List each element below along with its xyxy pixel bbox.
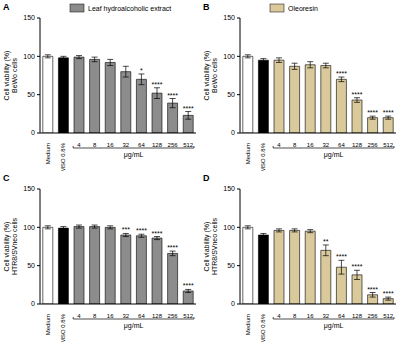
svg-text:****: **** xyxy=(152,81,163,88)
svg-text:4: 4 xyxy=(277,142,281,148)
svg-text:Oleoresin: Oleoresin xyxy=(288,5,318,12)
svg-text:64: 64 xyxy=(138,142,145,148)
svg-text:4: 4 xyxy=(277,313,281,319)
svg-text:8: 8 xyxy=(293,313,297,319)
svg-text:****: **** xyxy=(183,105,194,112)
svg-text:16: 16 xyxy=(307,313,314,319)
svg-text:50: 50 xyxy=(27,262,35,269)
svg-text:D: D xyxy=(203,173,210,183)
svg-text:150: 150 xyxy=(23,185,35,192)
svg-text:****: **** xyxy=(352,91,363,98)
svg-text:Cell viability (%): Cell viability (%) xyxy=(203,51,211,101)
svg-text:256: 256 xyxy=(168,313,179,319)
svg-text:256: 256 xyxy=(368,142,379,148)
svg-text:Leaf hydroalcoholic extract: Leaf hydroalcoholic extract xyxy=(88,5,171,13)
svg-text:μg/mL: μg/mL xyxy=(324,151,344,159)
svg-text:DMSO 0.8%: DMSO 0.8% xyxy=(260,313,266,342)
svg-text:50: 50 xyxy=(27,91,35,98)
svg-text:128: 128 xyxy=(352,313,363,319)
svg-text:DMSO 0.8%: DMSO 0.8% xyxy=(60,313,66,342)
svg-text:512: 512 xyxy=(383,142,392,148)
svg-text:512: 512 xyxy=(183,142,194,148)
svg-text:μg/mL: μg/mL xyxy=(124,322,144,330)
svg-text:0: 0 xyxy=(31,300,35,307)
svg-text:32: 32 xyxy=(122,313,129,319)
svg-text:32: 32 xyxy=(122,142,129,148)
svg-text:8: 8 xyxy=(293,142,297,148)
svg-text:****: **** xyxy=(167,244,178,251)
svg-text:256: 256 xyxy=(368,313,379,319)
svg-text:****: **** xyxy=(167,92,178,99)
svg-text:****: **** xyxy=(383,290,392,297)
svg-text:Cell viability (%): Cell viability (%) xyxy=(203,222,211,272)
svg-text:128: 128 xyxy=(152,142,163,148)
svg-text:C: C xyxy=(8,173,10,183)
svg-text:Medium: Medium xyxy=(45,314,51,335)
svg-text:4: 4 xyxy=(77,313,81,319)
svg-text:Medium: Medium xyxy=(245,143,251,164)
svg-text:150: 150 xyxy=(223,185,235,192)
svg-text:BeWo cells: BeWo cells xyxy=(11,58,18,93)
svg-text:128: 128 xyxy=(152,313,163,319)
svg-text:****: **** xyxy=(183,282,194,289)
svg-text:128: 128 xyxy=(352,142,363,148)
svg-text:Medium: Medium xyxy=(45,143,51,164)
svg-text:Cell viability (%): Cell viability (%) xyxy=(8,51,11,101)
svg-text:16: 16 xyxy=(107,142,114,148)
svg-text:50: 50 xyxy=(227,91,235,98)
svg-text:50: 50 xyxy=(227,262,235,269)
svg-text:BeWo cells: BeWo cells xyxy=(211,58,218,93)
svg-text:DMSO 0.8%: DMSO 0.8% xyxy=(260,142,266,171)
svg-text:4: 4 xyxy=(77,142,81,148)
svg-text:32: 32 xyxy=(322,142,329,148)
svg-text:*: * xyxy=(140,67,143,74)
svg-text:DMSO 0.8%: DMSO 0.8% xyxy=(60,142,66,171)
svg-text:100: 100 xyxy=(223,224,235,231)
svg-text:0: 0 xyxy=(231,129,235,136)
svg-text:B: B xyxy=(203,2,210,12)
svg-text:μg/mL: μg/mL xyxy=(324,322,344,330)
svg-text:16: 16 xyxy=(107,313,114,319)
svg-text:150: 150 xyxy=(23,14,35,21)
svg-text:64: 64 xyxy=(338,313,345,319)
svg-text:16: 16 xyxy=(307,142,314,148)
svg-text:100: 100 xyxy=(23,224,35,231)
svg-text:256: 256 xyxy=(168,142,179,148)
svg-text:8: 8 xyxy=(93,142,97,148)
svg-text:512: 512 xyxy=(183,313,194,319)
svg-text:****: **** xyxy=(367,286,378,293)
svg-text:A: A xyxy=(8,2,10,12)
svg-text:****: **** xyxy=(383,109,392,116)
svg-text:100: 100 xyxy=(23,53,35,60)
svg-text:****: **** xyxy=(336,70,347,77)
svg-text:100: 100 xyxy=(223,53,235,60)
svg-text:μg/mL: μg/mL xyxy=(124,151,144,159)
svg-text:****: **** xyxy=(336,253,347,260)
svg-text:****: **** xyxy=(136,227,147,234)
svg-text:0: 0 xyxy=(31,129,35,136)
svg-text:****: **** xyxy=(367,109,378,116)
svg-text:HTR8/SVneo cells: HTR8/SVneo cells xyxy=(211,217,218,275)
svg-text:HTR8/SVneo cells: HTR8/SVneo cells xyxy=(11,217,18,275)
svg-text:0: 0 xyxy=(231,300,235,307)
svg-text:8: 8 xyxy=(93,313,97,319)
svg-text:**: ** xyxy=(323,238,329,245)
svg-text:Medium: Medium xyxy=(245,314,251,335)
svg-text:32: 32 xyxy=(322,313,329,319)
svg-text:150: 150 xyxy=(223,14,235,21)
svg-text:****: **** xyxy=(352,263,363,270)
svg-text:Cell viability (%): Cell viability (%) xyxy=(8,222,11,272)
svg-text:***: *** xyxy=(122,226,130,233)
svg-text:512: 512 xyxy=(383,313,392,319)
svg-text:64: 64 xyxy=(138,313,145,319)
svg-text:****: **** xyxy=(152,230,163,237)
svg-text:64: 64 xyxy=(338,142,345,148)
